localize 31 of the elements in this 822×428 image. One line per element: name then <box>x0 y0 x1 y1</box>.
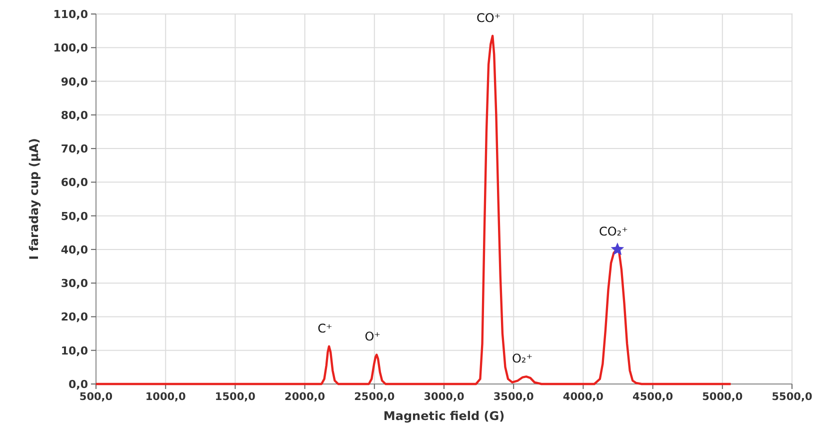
x-axis-title: Magnetic field (G) <box>383 409 505 423</box>
y-tick-label: 10,0 <box>60 344 88 358</box>
y-tick-label: 20,0 <box>60 310 88 324</box>
y-tick-label: 80,0 <box>60 108 88 122</box>
x-tick-label: 2000,0 <box>284 391 326 403</box>
x-tick-label: 1500,0 <box>214 391 256 403</box>
y-tick-label: 40,0 <box>60 243 88 256</box>
line-series <box>94 34 732 386</box>
y-tick-label: 90,0 <box>60 75 88 88</box>
annotation: O⁺ <box>364 330 381 344</box>
y-tick-label: 70,0 <box>60 142 88 156</box>
y-tick-label: 60,0 <box>60 176 88 190</box>
y-tick-label: 30,0 <box>60 277 88 290</box>
x-tick-label: 4000,0 <box>562 391 604 403</box>
x-tick-label: 2500,0 <box>354 391 395 403</box>
x-tick-label: 3500,0 <box>493 391 534 403</box>
x-tick-label: 5500,0 <box>772 391 812 403</box>
y-tick-label: 50,0 <box>60 210 88 223</box>
y-tick-label: 0,0 <box>68 378 88 391</box>
x-tick-label: 500,0 <box>79 391 113 403</box>
y-tick-label: 110,0 <box>53 8 88 21</box>
annotation: CO₂⁺ <box>598 224 628 238</box>
x-tick-label: 3000,0 <box>424 391 464 403</box>
x-tick-label: 1000,0 <box>145 391 186 403</box>
x-tick-label: 5000,0 <box>702 391 743 403</box>
y-tick-label: 100,0 <box>53 42 88 55</box>
x-tick-label: 4500,0 <box>632 391 674 403</box>
annotation: O₂⁺ <box>512 352 533 366</box>
annotation: CO⁺ <box>476 10 501 25</box>
annotation: C⁺ <box>318 321 332 336</box>
y-axis-title: I faraday cup (µA) <box>27 138 41 260</box>
